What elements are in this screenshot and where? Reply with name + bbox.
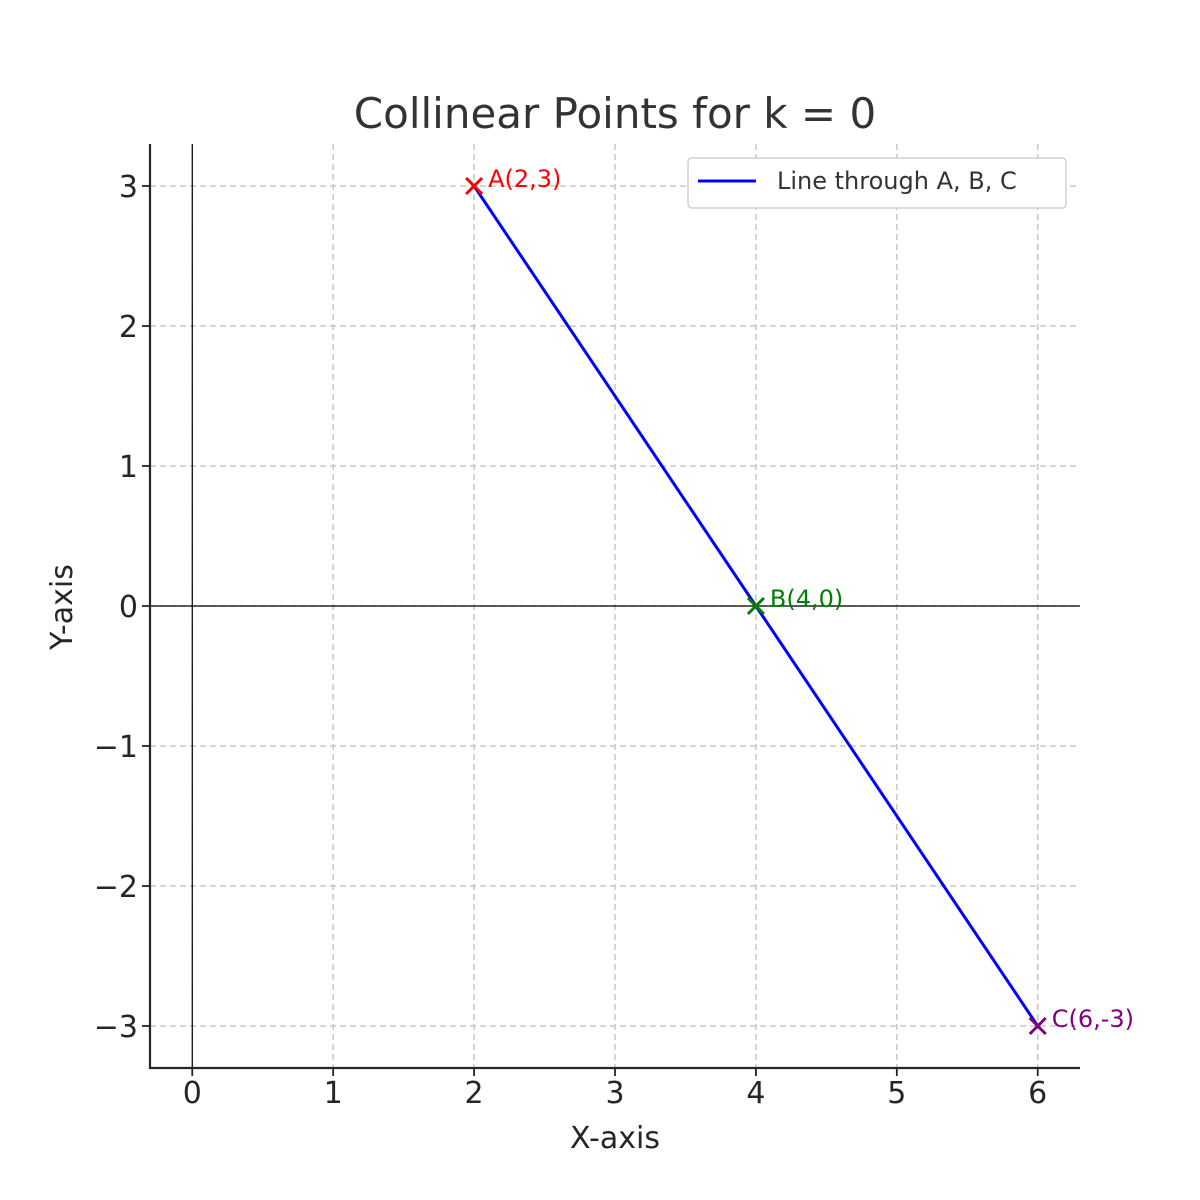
x-axis-label: X-axis (570, 1121, 660, 1156)
legend-label: Line through A, B, C (777, 167, 1017, 195)
legend: Line through A, B, C (687, 157, 1067, 209)
x-tick-label: 5 (887, 1076, 906, 1111)
point-marker (465, 176, 484, 196)
ticks: 0 1 2 3 4 5 6 3 2 1 0 −1 −2 −3 (94, 170, 1048, 1111)
y-tick-label: 0 (119, 590, 138, 625)
x-tick-label: 2 (465, 1076, 484, 1111)
point-marker (746, 596, 765, 616)
x-tick-label: 1 (324, 1076, 343, 1111)
x-tick-label: 0 (183, 1076, 202, 1111)
y-axis-label: Y-axis (45, 564, 80, 651)
point-marker (1028, 1016, 1047, 1036)
point-label: B(4,0) (770, 585, 843, 613)
y-tick-label: 3 (119, 170, 138, 205)
y-tick-label: −2 (94, 870, 138, 905)
reference-lines (150, 144, 1080, 1068)
points-layer: A(2,3) B(4,0) C(6,-3) (465, 165, 1134, 1036)
x-tick-label: 6 (1028, 1076, 1047, 1111)
x-tick-label: 3 (605, 1076, 624, 1111)
y-tick-label: −3 (94, 1010, 138, 1045)
chart-title: Collinear Points for k = 0 (354, 89, 876, 138)
y-tick-label: −1 (94, 730, 138, 765)
point-label: A(2,3) (488, 165, 561, 193)
x-tick-label: 4 (746, 1076, 765, 1111)
y-tick-label: 2 (119, 310, 138, 345)
legend-box (687, 157, 1067, 209)
y-tick-label: 1 (119, 450, 138, 485)
point-label: C(6,-3) (1052, 1005, 1134, 1033)
